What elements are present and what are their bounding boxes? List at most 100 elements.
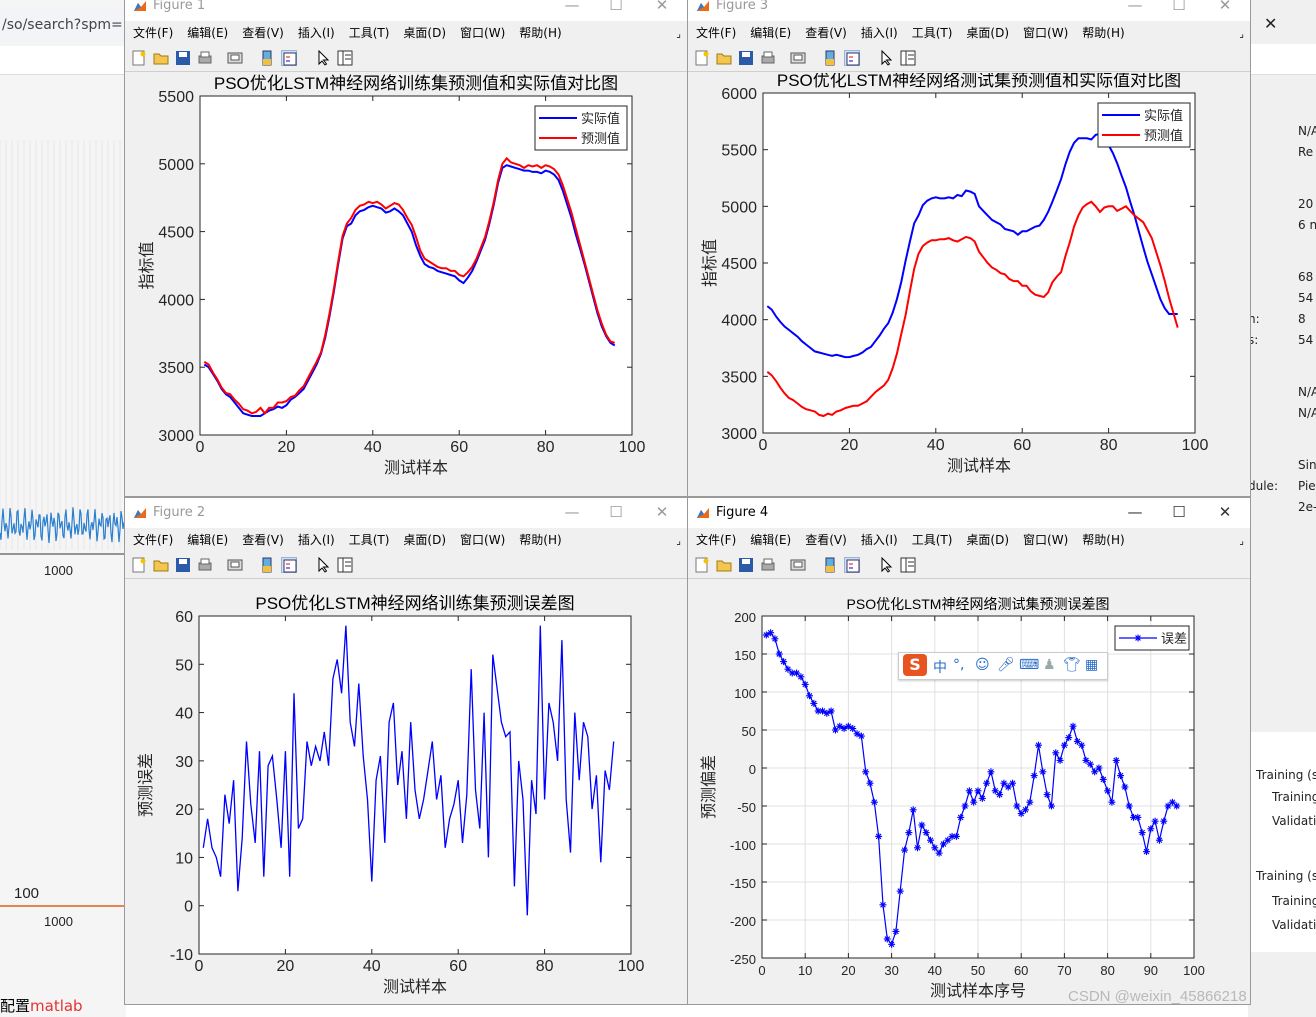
figure-window-2[interactable]: Figure 2 — ☐ ✕ 文件(F) 编辑(E) 查看(V) 插入(I) 工具(T) 桌面(D… <box>124 497 688 1005</box>
sogou-logo-icon[interactable]: S <box>903 654 927 676</box>
menu-item[interactable]: 工具(T) <box>348 26 390 40</box>
open-folder-icon[interactable] <box>153 557 169 573</box>
menu-item[interactable]: 帮助(H) <box>519 533 562 547</box>
menu-item[interactable]: 文件(F) <box>133 26 174 40</box>
title-bar[interactable]: Figure 3 — ☐ ✕ <box>688 0 1250 21</box>
property-editor-icon[interactable] <box>337 557 353 573</box>
title-bar[interactable]: Figure 2 — ☐ ✕ <box>125 498 687 528</box>
save-icon[interactable] <box>175 50 191 66</box>
menu-item[interactable]: 查看(V) <box>242 26 284 40</box>
property-editor-icon[interactable] <box>900 50 916 66</box>
user-icon[interactable]: ♟ <box>1043 657 1056 673</box>
pointer-icon[interactable] <box>878 49 894 66</box>
menu-overflow-icon[interactable]: ⌟ <box>1239 536 1244 547</box>
menu-item[interactable]: 窗口(W) <box>460 533 506 547</box>
legend-icon[interactable] <box>844 50 860 66</box>
menu-item[interactable]: 插入(I) <box>860 26 898 40</box>
new-file-icon[interactable] <box>131 557 147 573</box>
minimize-button[interactable]: — <box>1127 503 1143 521</box>
menu-item[interactable]: 编辑(E) <box>187 533 229 547</box>
new-file-icon[interactable] <box>131 50 147 66</box>
menu-item[interactable]: 工具(T) <box>348 533 390 547</box>
menu-item[interactable]: 工具(T) <box>911 26 953 40</box>
save-icon[interactable] <box>738 50 754 66</box>
menu-item[interactable]: 帮助(H) <box>1082 26 1125 40</box>
colorbar-icon[interactable] <box>822 50 838 66</box>
title-bar[interactable]: Figure 4 — ☐ ✕ <box>688 498 1250 528</box>
menu-item[interactable]: 文件(F) <box>133 533 174 547</box>
maximize-button[interactable]: ☐ <box>1172 0 1186 14</box>
legend-icon[interactable] <box>281 557 297 573</box>
print-icon[interactable] <box>760 557 776 573</box>
print-preview-icon[interactable] <box>227 50 243 66</box>
menu-item[interactable]: 查看(V) <box>242 533 284 547</box>
menu-item[interactable]: 查看(V) <box>805 533 847 547</box>
menu-item[interactable]: 帮助(H) <box>1082 533 1125 547</box>
background-window-close[interactable]: ✕ <box>1264 14 1278 33</box>
menu-item[interactable]: 桌面(D) <box>403 26 447 40</box>
open-folder-icon[interactable] <box>716 50 732 66</box>
close-button[interactable]: ✕ <box>1218 503 1232 521</box>
print-preview-icon[interactable] <box>790 557 806 573</box>
title-bar[interactable]: Figure 1 — ☐ ✕ <box>125 0 687 21</box>
legend-icon[interactable] <box>844 557 860 573</box>
ime-mode-label[interactable]: 中 <box>933 660 947 676</box>
browser-url-fragment[interactable]: /so/search?spm=1 <box>0 8 128 42</box>
menu-item[interactable]: 插入(I) <box>297 533 335 547</box>
menu-item[interactable]: 桌面(D) <box>403 533 447 547</box>
print-icon[interactable] <box>760 50 776 66</box>
print-preview-icon[interactable] <box>790 50 806 66</box>
figure-window-1[interactable]: Figure 1 — ☐ ✕ 文件(F) 编辑(E) 查看(V) 插入(I) 工具(T) 桌面(D… <box>124 0 688 497</box>
emoji-icon[interactable]: ☺ <box>975 657 990 673</box>
colorbar-icon[interactable] <box>259 557 275 573</box>
menu-item[interactable]: 工具(T) <box>911 533 953 547</box>
menu-item[interactable]: 插入(I) <box>860 533 898 547</box>
menu-item[interactable]: 窗口(W) <box>1023 26 1069 40</box>
figure-window-4[interactable]: Figure 4 — ☐ ✕ 文件(F) 编辑(E) 查看(V) 插入(I) 工具(T) 桌面(D… <box>687 497 1251 1005</box>
open-folder-icon[interactable] <box>716 557 732 573</box>
legend-icon[interactable] <box>281 50 297 66</box>
menu-item[interactable]: 桌面(D) <box>966 26 1010 40</box>
minimize-button[interactable]: — <box>564 0 580 14</box>
menu-item[interactable]: 查看(V) <box>805 26 847 40</box>
property-editor-icon[interactable] <box>900 557 916 573</box>
pointer-icon[interactable] <box>315 556 331 573</box>
menu-overflow-icon[interactable]: ⌟ <box>1239 29 1244 40</box>
menu-item[interactable]: 窗口(W) <box>460 26 506 40</box>
menu-item[interactable]: 文件(F) <box>696 26 737 40</box>
new-file-icon[interactable] <box>694 557 710 573</box>
colorbar-icon[interactable] <box>822 557 838 573</box>
pointer-icon[interactable] <box>315 49 331 66</box>
close-button[interactable]: ✕ <box>655 0 669 14</box>
menu-item[interactable]: 编辑(E) <box>750 533 792 547</box>
save-icon[interactable] <box>175 557 191 573</box>
minimize-button[interactable]: — <box>1127 0 1143 14</box>
punctuation-icon[interactable]: °, <box>953 657 965 673</box>
menu-item[interactable]: 桌面(D) <box>966 533 1010 547</box>
maximize-button[interactable]: ☐ <box>609 503 623 521</box>
ime-toolbar[interactable]: S 中 °, ☺ 🎤︎ ⌨ ♟ 👕︎ ▦ <box>898 652 1108 680</box>
maximize-button[interactable]: ☐ <box>609 0 623 14</box>
print-icon[interactable] <box>197 557 213 573</box>
menu-item[interactable]: 编辑(E) <box>187 26 229 40</box>
skin-icon[interactable]: 👕︎ <box>1063 657 1081 673</box>
new-file-icon[interactable] <box>694 50 710 66</box>
close-button[interactable]: ✕ <box>655 503 669 521</box>
pointer-icon[interactable] <box>878 556 894 573</box>
print-preview-icon[interactable] <box>227 557 243 573</box>
maximize-button[interactable]: ☐ <box>1172 503 1186 521</box>
menu-overflow-icon[interactable]: ⌟ <box>676 29 681 40</box>
browser-search-bar[interactable] <box>0 46 126 75</box>
microphone-icon[interactable]: 🎤︎ <box>997 657 1015 673</box>
matlab-link[interactable]: matlab <box>30 997 83 1015</box>
close-button[interactable]: ✕ <box>1218 0 1232 14</box>
keyboard-icon[interactable]: ⌨ <box>1019 657 1040 673</box>
colorbar-icon[interactable] <box>259 50 275 66</box>
menu-item[interactable]: 窗口(W) <box>1023 533 1069 547</box>
minimize-button[interactable]: — <box>564 503 580 521</box>
property-editor-icon[interactable] <box>337 50 353 66</box>
menu-item[interactable]: 帮助(H) <box>519 26 562 40</box>
open-folder-icon[interactable] <box>153 50 169 66</box>
save-icon[interactable] <box>738 557 754 573</box>
menu-item[interactable]: 插入(I) <box>297 26 335 40</box>
